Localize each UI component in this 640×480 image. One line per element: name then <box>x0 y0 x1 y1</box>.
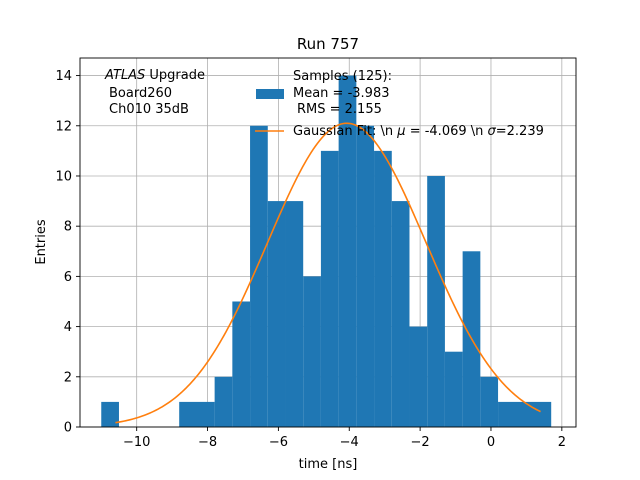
y-axis-title: Entries <box>34 219 49 265</box>
histogram-bar <box>409 326 428 427</box>
legend-fit-mu: μ <box>396 124 405 139</box>
x-tick-label: −8 <box>198 435 217 450</box>
legend-samples-swatch <box>256 89 284 99</box>
histogram-bar <box>480 376 499 427</box>
legend-samples-line-3: RMS = 2.155 <box>297 102 382 117</box>
annotation-upgrade: Upgrade <box>145 68 205 83</box>
histogram-bar <box>101 401 119 427</box>
histogram-bar <box>179 401 215 427</box>
x-tick-label: 2 <box>558 435 566 450</box>
histogram-bar <box>214 376 233 427</box>
histogram-bar <box>320 150 339 427</box>
histogram-bar <box>498 401 552 427</box>
plot-frame <box>79 57 577 428</box>
histogram-bar <box>374 150 392 427</box>
histogram-bar <box>232 301 251 427</box>
histogram-bar <box>444 351 463 427</box>
histogram-bar <box>391 201 410 427</box>
histogram-bar <box>285 201 304 427</box>
legend-samples-line-1: Samples (125): <box>293 69 392 84</box>
legend-fit-mu-value: = -4.069 \n <box>406 124 488 139</box>
annotation-atlas: ATLAS <box>104 68 145 83</box>
x-tick-label: −4 <box>340 435 359 450</box>
y-tick-label: 2 <box>64 370 72 385</box>
histogram-bar <box>427 175 445 427</box>
legend: Samples (125): Mean = -3.983 RMS = 2.155… <box>255 69 544 139</box>
tick-labels: −10 −8 −6 −4 −2 0 2 0 2 4 6 8 10 12 14 <box>55 69 566 450</box>
gaussian-fit-curve <box>115 122 541 424</box>
y-tick-label: 6 <box>64 270 72 285</box>
legend-samples-line-2: Mean = -3.983 <box>293 86 389 101</box>
annotation-line-2: Board260 <box>109 86 172 101</box>
annotation-line-3: Ch010 35dB <box>109 102 189 117</box>
chart-title: Run 757 <box>297 35 359 53</box>
legend-fit-prefix: Gaussian Fit: \n <box>293 124 397 139</box>
y-tick-label: 14 <box>55 69 72 84</box>
legend-fit-text: Gaussian Fit: \n μ = -4.069 \n σ=2.239 <box>293 124 544 139</box>
x-tick-label: −10 <box>123 435 150 450</box>
axes <box>76 57 577 431</box>
x-tick-label: −6 <box>269 435 288 450</box>
histogram-bar <box>356 125 375 427</box>
histogram-bar <box>267 201 286 427</box>
histogram-bars <box>101 75 552 428</box>
histogram-bar <box>303 276 321 427</box>
gaussian-fit-layer <box>115 122 541 424</box>
x-tick-label: 0 <box>487 435 495 450</box>
atlas-annotation: ATLAS Upgrade Board260 Ch010 35dB <box>104 68 205 117</box>
x-axis-title: time [ns] <box>299 457 358 472</box>
legend-fit-sigma-value: =2.239 <box>496 124 544 139</box>
y-tick-label: 4 <box>64 320 72 335</box>
histogram-bar <box>250 125 268 427</box>
legend-fit-sigma: σ <box>488 124 497 139</box>
y-tick-label: 8 <box>64 220 72 235</box>
y-tick-label: 12 <box>55 119 72 134</box>
histogram-bar <box>338 75 357 428</box>
annotation-line-1: ATLAS Upgrade <box>104 68 205 83</box>
y-tick-label: 10 <box>55 169 72 184</box>
y-tick-label: 0 <box>64 421 72 436</box>
x-tick-label: −2 <box>411 435 430 450</box>
